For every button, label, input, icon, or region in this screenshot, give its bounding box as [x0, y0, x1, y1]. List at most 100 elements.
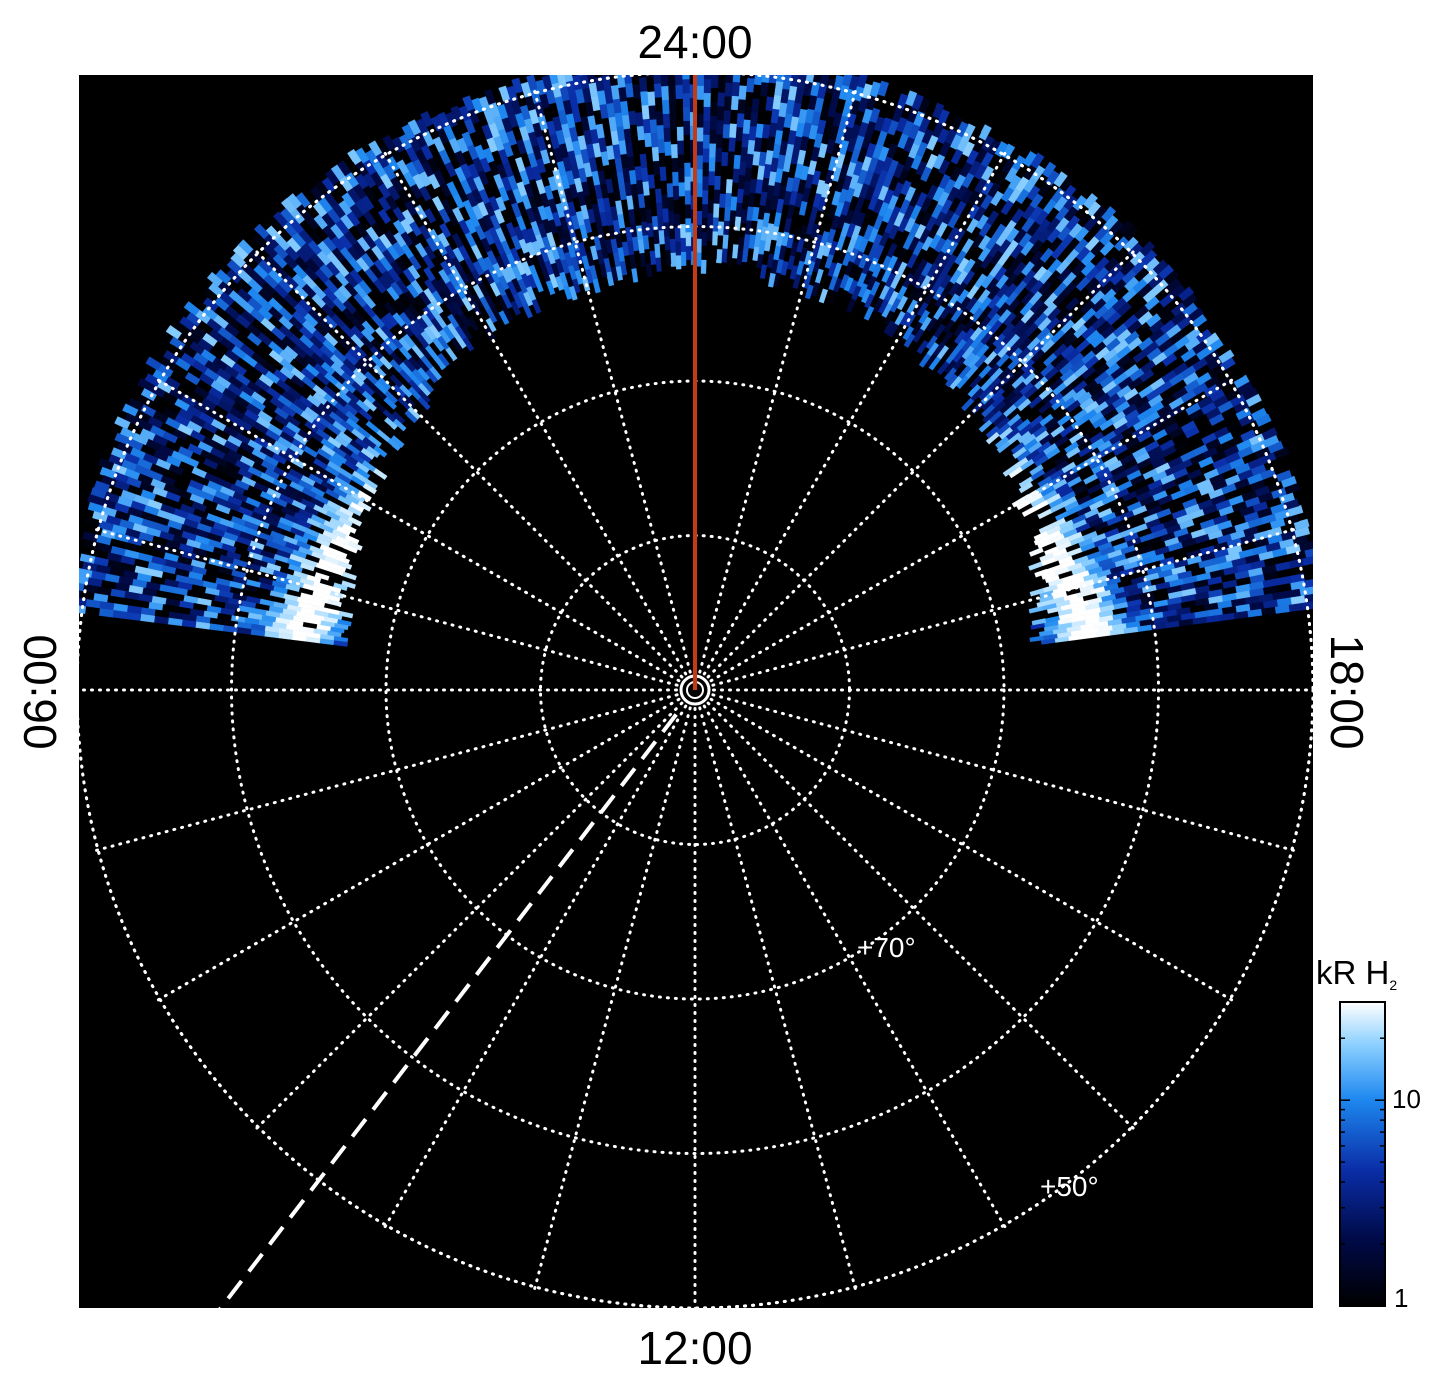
local-time-label-left: 06:00	[14, 634, 66, 749]
emission-cell	[696, 140, 704, 156]
colorbar-gradient	[1339, 1001, 1386, 1307]
emission-cell	[1275, 469, 1293, 482]
emission-cell	[707, 198, 714, 214]
emission-cell	[579, 75, 584, 76]
latitude-label-50: +50°	[1040, 1171, 1099, 1202]
emission-cell	[716, 248, 723, 264]
emission-cell	[607, 57, 616, 72]
colorbar-tick-label-10: 10	[1392, 1084, 1421, 1114]
emission-cell	[735, 126, 744, 142]
emission-cell	[713, 189, 721, 204]
emission-cell	[702, 162, 710, 177]
emission-cell	[716, 105, 725, 121]
emission-cell	[670, 252, 677, 267]
emission-cell	[725, 75, 734, 83]
emission-cell	[732, 168, 740, 184]
emission-cell	[650, 132, 659, 148]
emission-cell	[663, 127, 671, 142]
emission-cell	[733, 154, 741, 170]
emission-cell	[660, 180, 668, 195]
emission-cell	[708, 143, 717, 158]
emission-cell	[655, 110, 664, 126]
emission-cell	[706, 226, 713, 242]
emission-cell	[701, 231, 708, 247]
emission-cell	[702, 148, 710, 163]
emission-cell	[696, 168, 703, 184]
emission-cell	[718, 207, 725, 222]
emission-cell	[709, 115, 718, 130]
emission-cell	[672, 185, 680, 200]
emission-cell	[734, 140, 743, 156]
emission-cell	[716, 234, 724, 250]
emission-cell	[710, 87, 719, 103]
latitude-label-70: +70°	[857, 932, 916, 963]
emission-cell	[707, 184, 715, 200]
emission-cell	[664, 155, 673, 170]
emission-cell	[753, 75, 763, 86]
emission-cell	[784, 75, 792, 77]
emission-cell	[674, 240, 682, 256]
emission-cell	[675, 98, 684, 114]
emission-cell	[732, 75, 741, 83]
emission-cell	[720, 261, 727, 277]
emission-cell	[669, 115, 677, 131]
emission-cell	[669, 238, 676, 253]
emission-cell	[649, 118, 658, 134]
emission-cell	[677, 154, 685, 169]
emission-cell	[738, 84, 747, 100]
emission-cell	[708, 156, 716, 172]
emission-cell	[666, 182, 674, 198]
emission-cell	[696, 182, 703, 198]
emission-cell	[714, 147, 723, 163]
emission-cell	[763, 54, 772, 69]
emission-cell	[670, 143, 678, 159]
emission-cell	[79, 590, 81, 599]
emission-cell	[678, 195, 686, 211]
emission-cell	[1261, 427, 1278, 441]
emission-cell	[663, 141, 672, 156]
emission-cell	[696, 113, 704, 128]
emission-cell	[1228, 360, 1245, 375]
emission-cell	[682, 92, 690, 108]
emission-cell	[714, 161, 722, 177]
emission-cell	[1304, 548, 1313, 558]
emission-cell	[721, 137, 730, 153]
emission-cell	[657, 138, 665, 154]
emission-cell	[1273, 446, 1290, 460]
emission-cell	[667, 210, 675, 226]
emission-cell	[1255, 413, 1272, 427]
emission-cell	[1242, 386, 1259, 401]
emission-cell	[719, 179, 727, 194]
emission-cell	[736, 112, 745, 128]
emission-cell	[724, 192, 732, 208]
emission-cell	[716, 91, 725, 107]
emission-cell	[656, 124, 665, 140]
emission-cell	[695, 210, 703, 225]
emission-cell	[658, 152, 666, 168]
emission-cell	[724, 82, 733, 97]
emission-cell	[731, 182, 739, 197]
emission-cell	[1178, 286, 1195, 302]
emission-cell	[715, 119, 724, 135]
emission-cell	[681, 78, 690, 94]
emission-cell	[706, 240, 713, 255]
emission-cell	[684, 190, 691, 205]
local-time-label-right: 18:00	[1321, 634, 1373, 749]
emission-cell	[661, 99, 670, 115]
emission-cell	[1245, 393, 1262, 407]
emission-cell	[652, 75, 662, 84]
emission-cell	[675, 112, 684, 127]
emission-cell	[669, 129, 678, 145]
emission-cell	[739, 75, 748, 87]
emission-cell	[701, 175, 709, 191]
emission-cell	[727, 136, 736, 152]
emission-cell	[696, 196, 703, 212]
emission-cell	[744, 91, 754, 107]
emission-cell	[703, 92, 711, 108]
auroral-emission-map	[79, 54, 1313, 647]
emission-cell	[662, 113, 671, 129]
emission-cell	[682, 106, 691, 122]
emission-cell	[720, 165, 728, 181]
emission-cell	[696, 85, 704, 100]
emission-cell	[1280, 475, 1297, 488]
